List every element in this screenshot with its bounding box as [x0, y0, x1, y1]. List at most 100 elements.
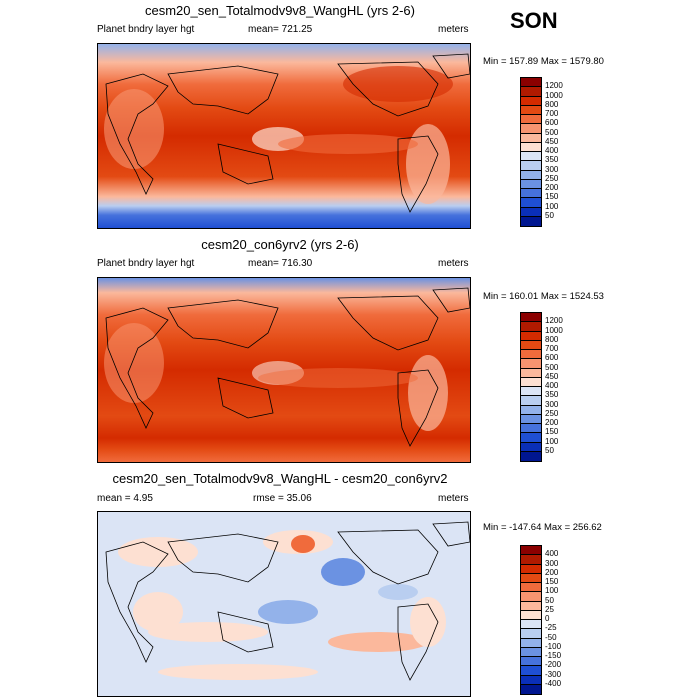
colorbar-segment [521, 684, 541, 694]
panel-2-units-label: meters [438, 258, 469, 269]
colorbar-tick-label: 800 [545, 99, 559, 109]
colorbar-tick-label: 1000 [545, 325, 563, 335]
panel-3-mean-label: mean = 4.95 [97, 493, 153, 504]
colorbar-segment [521, 629, 541, 639]
colorbar-segment [521, 189, 541, 199]
panel-2-colorbar [520, 312, 542, 462]
panel-1-units-label: meters [438, 24, 469, 35]
colorbar-tick-label: 300 [545, 558, 559, 568]
colorbar-tick-label: -50 [545, 632, 557, 642]
panel-2-field [98, 278, 470, 462]
panel-3-colorbar [520, 545, 542, 695]
colorbar-tick-label: 25 [545, 604, 554, 614]
colorbar-tick-label: 1200 [545, 316, 563, 326]
panel-3-field [98, 512, 470, 696]
colorbar-segment [521, 331, 541, 341]
panel-2-title: cesm20_con6yrv2 (yrs 2-6) [201, 237, 359, 252]
colorbar-segment [521, 601, 541, 611]
colorbar-tick-label: -100 [545, 641, 562, 651]
colorbar-segment [521, 87, 541, 97]
colorbar-tick-label: 400 [545, 549, 559, 559]
colorbar-segment [521, 359, 541, 369]
colorbar-tick-label: 250 [545, 408, 559, 418]
colorbar-segment [521, 313, 541, 323]
colorbar-segment [521, 198, 541, 208]
colorbar-segment [521, 433, 541, 443]
colorbar-segment [521, 350, 541, 360]
colorbar-tick-label: 100 [545, 586, 559, 596]
colorbar-segment [521, 142, 541, 152]
colorbar-segment [521, 179, 541, 189]
colorbar-segment [521, 564, 541, 574]
colorbar-segment [521, 377, 541, 387]
colorbar-tick-label: 150 [545, 577, 559, 586]
panel-2-minmax: Min = 160.01 Max = 1524.53 [483, 291, 604, 302]
panel-2-variable-label: Planet bndry layer hgt [97, 258, 195, 269]
colorbar-tick-label: 1200 [545, 81, 563, 91]
colorbar-segment [521, 675, 541, 685]
colorbar-segment [521, 396, 541, 406]
panel-3-minmax: Min = -147.64 Max = 256.62 [483, 522, 602, 533]
colorbar-tick-label: -25 [545, 623, 557, 633]
colorbar-tick-label: 450 [545, 371, 559, 381]
colorbar-tick-label: 200 [545, 567, 559, 577]
colorbar-segment [521, 424, 541, 434]
colorbar-segment [521, 405, 541, 415]
colorbar-tick-label: 50 [545, 210, 554, 220]
colorbar-tick-label: 1000 [545, 90, 563, 100]
colorbar-segment [521, 555, 541, 565]
colorbar-tick-label: 150 [545, 427, 559, 437]
colorbar-segment [521, 161, 541, 171]
colorbar-tick-label: 300 [545, 164, 559, 174]
colorbar-segment [521, 592, 541, 602]
colorbar-tick-label: 100 [545, 436, 559, 446]
colorbar-tick-label: 400 [545, 381, 559, 390]
colorbar-segment [521, 170, 541, 180]
panel-1-colorbar [520, 77, 542, 227]
panel-3-map [97, 511, 471, 697]
colorbar-segment [521, 647, 541, 657]
colorbar-segment [521, 105, 541, 115]
colorbar-tick-label: 0 [545, 614, 550, 623]
colorbar-segment [521, 573, 541, 583]
colorbar-segment [521, 546, 541, 556]
colorbar-tick-label: 50 [545, 445, 554, 455]
colorbar-tick-label: 50 [545, 595, 554, 605]
colorbar-tick-label: -400 [545, 678, 562, 688]
panel-3-title: cesm20_sen_Totalmodv9v8_WangHL - cesm20_… [112, 471, 448, 486]
colorbar-segment [521, 216, 541, 226]
panel-2-mean-label: mean= 716.30 [248, 258, 313, 269]
colorbar-tick-label: 400 [545, 146, 559, 155]
panel-1-map [97, 43, 471, 229]
panel-3-colorbar-ticks: 400 300 200 150 100 50 25 0 -25 -50 -100 -150 -200 -3… [545, 545, 585, 693]
colorbar-tick-label: 350 [545, 155, 559, 165]
colorbar-segment [521, 387, 541, 397]
panel-3-units-label: meters [438, 493, 469, 504]
colorbar-tick-label: 600 [545, 353, 559, 363]
colorbar-segment [521, 96, 541, 106]
colorbar-tick-label: -200 [545, 660, 562, 670]
colorbar-tick-label: 350 [545, 390, 559, 400]
colorbar-segment [521, 638, 541, 648]
colorbar-segment [521, 133, 541, 143]
panel-2-colorbar-ticks: 1200 1000 800 700 600 500 450 400 350 300 250 200 15… [545, 312, 585, 460]
panel-1-field [98, 44, 470, 228]
colorbar-segment [521, 620, 541, 630]
colorbar-tick-label: 800 [545, 334, 559, 344]
colorbar-segment [521, 322, 541, 332]
colorbar-tick-label: 150 [545, 192, 559, 202]
colorbar-segment [521, 115, 541, 125]
season-label: SON [510, 8, 558, 33]
colorbar-segment [521, 340, 541, 350]
colorbar-tick-label: 600 [545, 118, 559, 128]
colorbar-segment [521, 442, 541, 452]
colorbar-tick-label: 100 [545, 201, 559, 211]
colorbar-tick-label: -300 [545, 669, 562, 679]
colorbar-tick-label: 250 [545, 173, 559, 183]
panel-1-colorbar-ticks: 1200 1000 800 700 600 500 450 400 350 300 250 200 15… [545, 77, 585, 225]
colorbar-segment [521, 414, 541, 424]
colorbar-segment [521, 152, 541, 162]
colorbar-tick-label: 450 [545, 136, 559, 146]
colorbar-tick-label: 300 [545, 399, 559, 409]
colorbar-tick-label: 500 [545, 362, 559, 372]
